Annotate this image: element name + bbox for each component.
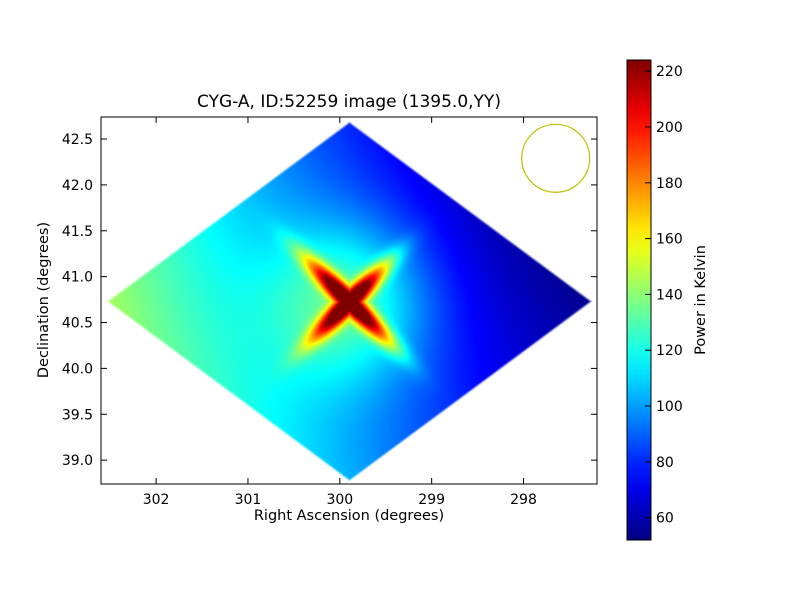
colorbar-tick-label: 180 — [656, 176, 683, 192]
y-axis-label: Declination (degrees) — [36, 222, 52, 378]
colorbar-tick-label: 220 — [656, 64, 683, 80]
x-axis-ticks: 302 301 300 299 298 — [143, 117, 537, 508]
colorbar-tick-label: 60 — [656, 511, 674, 527]
x-tick-label: 302 — [143, 492, 170, 508]
y-tick-label: 42.0 — [62, 178, 93, 194]
colorbar-tick-label: 80 — [656, 455, 674, 471]
heatmap-image — [101, 117, 597, 484]
y-tick-label: 40.0 — [62, 361, 93, 377]
x-tick-label: 300 — [326, 492, 353, 508]
y-tick-label: 39.0 — [62, 453, 93, 469]
colorbar-tick-label: 140 — [656, 287, 683, 303]
y-tick-label: 41.0 — [62, 270, 93, 286]
y-tick-label: 39.5 — [62, 407, 93, 423]
colorbar-tick-label: 200 — [656, 120, 683, 136]
x-tick-label: 301 — [235, 492, 262, 508]
beam-circle — [521, 123, 591, 193]
plot-area: 302 301 300 299 298 39.0 39.5 40.0 40.5 41.0 41.5… — [62, 116, 598, 508]
y-tick-label: 40.5 — [62, 316, 93, 332]
colorbar-label: Power in Kelvin — [693, 245, 709, 355]
y-tick-label: 41.5 — [62, 224, 93, 240]
heatmap-raster — [101, 117, 597, 484]
plot-frame — [100, 116, 598, 485]
colorbar: 60 80 100 120 140 160 180 200 220 — [626, 59, 683, 541]
colorbar-ticks: 60 80 100 120 140 160 180 200 220 — [645, 64, 683, 527]
colorbar-tick-label: 160 — [656, 232, 683, 248]
chart-title: CYG-A, ID:52259 image (1395.0,YY) — [197, 92, 501, 112]
x-tick-label: 298 — [510, 492, 537, 508]
x-tick-label: 299 — [418, 492, 445, 508]
x-axis-label: Right Ascension (degrees) — [254, 508, 444, 524]
colorbar-tick-label: 120 — [656, 343, 683, 359]
colorbar-tick-label: 100 — [656, 399, 683, 415]
y-tick-label: 42.5 — [62, 132, 93, 148]
colorbar-bar — [626, 59, 652, 541]
y-axis-ticks: 39.0 39.5 40.0 40.5 41.0 41.5 42.0 42.5 — [62, 132, 597, 469]
